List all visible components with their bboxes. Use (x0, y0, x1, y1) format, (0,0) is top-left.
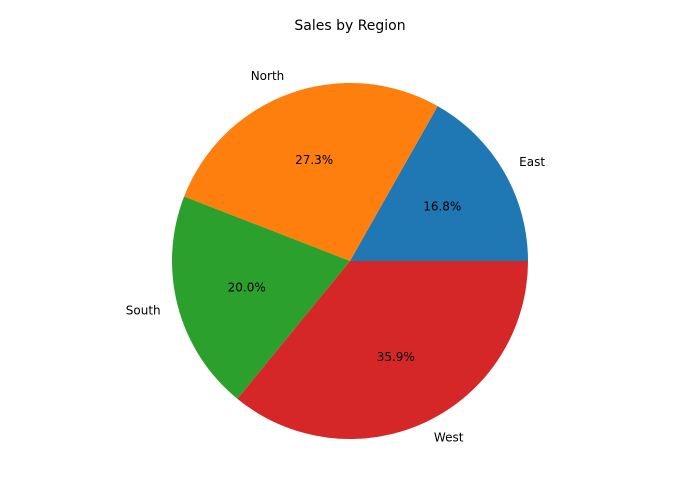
pie-slice-north (184, 83, 438, 261)
pie-slices (172, 83, 529, 440)
chart-title: Sales by Region (294, 18, 405, 34)
pie-labels: East 16.8% North 27.3% South 20.0% West 35.9% (126, 69, 546, 444)
percent-label-south: 20.0% (228, 281, 266, 295)
percent-label-west: 35.9% (377, 350, 415, 364)
pie-slice-east (350, 106, 529, 261)
percent-label-north: 27.3% (295, 153, 333, 167)
pie-slice-west (237, 261, 528, 440)
slice-label-north: North (251, 69, 285, 83)
slice-label-east: East (519, 155, 545, 169)
percent-label-east: 16.8% (423, 200, 461, 214)
slice-label-south: South (126, 303, 161, 317)
slice-label-west: West (434, 430, 464, 444)
pie-slice-south (172, 196, 350, 399)
